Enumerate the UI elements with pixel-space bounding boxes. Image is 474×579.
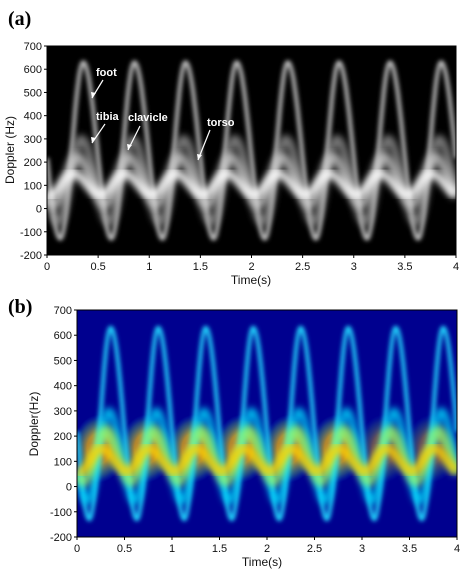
- x-tick-label: 0.5: [90, 261, 105, 273]
- annotation-torso: torso: [207, 117, 235, 129]
- annotation-arrowhead-clavicle: [127, 144, 132, 150]
- x-tick-label: 1.5: [212, 543, 227, 555]
- x-tick-label: 0: [74, 543, 80, 555]
- y-tick-label: 300: [24, 134, 42, 146]
- series-line-foot: [47, 60, 456, 241]
- annotation-arrowhead-foot: [91, 92, 96, 98]
- x-tick-label: 2.5: [307, 543, 322, 555]
- y-tick-label: 400: [24, 111, 42, 123]
- series-line-foot: [77, 325, 457, 522]
- panel-b-plot: 700 600 500 400 300 200 100 0 -100 -200 0 0.5 1 1.5 2…: [27, 305, 460, 569]
- y-tick-label: 700: [24, 41, 42, 53]
- y-tick-label: 0: [66, 482, 72, 494]
- series-line-torso: [47, 169, 456, 200]
- y-tick-label: 100: [24, 180, 42, 192]
- y-tick-label: 300: [54, 406, 72, 418]
- panel-b-label: (b): [8, 296, 33, 318]
- annotation-arrowhead-tibia: [91, 137, 96, 143]
- y-tick-label: 0: [36, 204, 42, 216]
- x-tick-label: 1: [146, 261, 152, 273]
- x-tick-label: 3.5: [397, 261, 412, 273]
- x-tick-label: 0: [44, 261, 50, 273]
- panel-a-label: (a): [8, 8, 32, 30]
- x-tick-label: 4: [453, 261, 459, 273]
- x-tick-label: 2: [264, 543, 270, 555]
- series-line-torso: [77, 444, 457, 476]
- x-tick-label: 2: [248, 261, 254, 273]
- annotation-tibia: tibia: [96, 111, 119, 123]
- panel-b-ylabel: Doppler(Hz): [27, 392, 41, 457]
- x-tick-label: 0.5: [117, 543, 132, 555]
- y-tick-label: 400: [54, 381, 72, 393]
- y-tick-label: 500: [24, 87, 42, 99]
- y-tick-label: 600: [54, 330, 72, 342]
- x-tick-label: 3: [351, 261, 357, 273]
- x-tick-label: 1: [169, 543, 175, 555]
- panel-a-ylabel: Doppler (Hz): [3, 116, 17, 184]
- y-tick-label: -100: [50, 507, 72, 519]
- annotation-arrowhead-torso: [197, 154, 202, 160]
- y-tick-label: -100: [20, 227, 42, 239]
- x-tick-label: 3.5: [402, 543, 417, 555]
- x-tick-label: 3: [359, 543, 365, 555]
- x-tick-label: 2.5: [295, 261, 310, 273]
- panel-a-plot: 700 600 500 400 300 200 100 0 -100 -200 0 0.5 1 1.5 2…: [3, 41, 459, 287]
- y-tick-label: 500: [54, 355, 72, 367]
- annotation-clavicle: clavicle: [128, 112, 168, 124]
- y-tick-label: 200: [54, 431, 72, 443]
- y-tick-label: 100: [54, 456, 72, 468]
- x-tick-label: 1.5: [193, 261, 208, 273]
- y-tick-label: 700: [54, 305, 72, 317]
- y-tick-label: 600: [24, 64, 42, 76]
- y-tick-label: -200: [50, 532, 72, 544]
- annotation-foot: foot: [96, 67, 117, 79]
- panel-a-xlabel: Time(s): [231, 273, 271, 287]
- y-tick-label: 200: [24, 157, 42, 169]
- y-tick-label: -200: [20, 250, 42, 262]
- x-tick-label: 4: [454, 543, 460, 555]
- panel-b-xlabel: Time(s): [242, 555, 282, 569]
